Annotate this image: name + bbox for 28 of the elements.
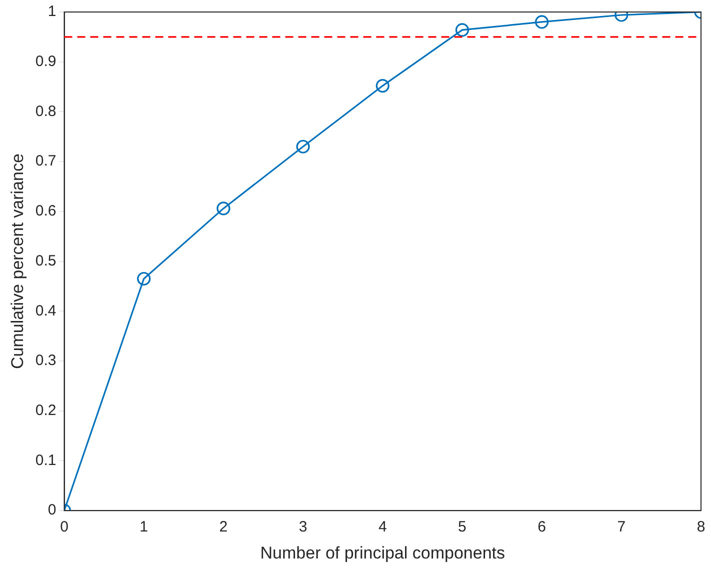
point [137,272,151,286]
y-tick-label: 0.5 [35,252,56,270]
y-axis-title: Cumulative percent variance [8,154,27,370]
x-tick-label: 0 [60,518,68,536]
y-tick-label: 0.2 [35,402,56,420]
x-tick-label: 1 [140,518,148,536]
y-tick-label: 0.3 [35,352,56,370]
x-tick-label: 2 [219,518,228,536]
point [216,202,230,216]
y-tick-label: 0.4 [35,302,56,320]
x-tick-label: 8 [696,518,706,536]
point [376,78,390,93]
y-tick-label: 0.9 [35,53,56,70]
point [535,15,549,29]
x-axis-title: Number of principal components [260,543,505,562]
y-tick-label: 0.1 [35,452,56,469]
x-tick-label: 6 [538,518,546,536]
x-tick-label: 5 [458,518,466,536]
y-tick-label: 0.7 [35,152,56,170]
point [296,140,310,154]
y-tick-label: 0.6 [35,202,56,220]
x-tick-label: 7 [617,518,626,536]
x-tick-label: 4 [378,518,387,536]
y-tick-label: 0.8 [35,102,56,120]
y-tick-label: 0 [48,502,56,519]
point [455,23,470,37]
x-tick-label: 3 [298,518,308,536]
y-tick-label: 1 [48,3,56,20]
